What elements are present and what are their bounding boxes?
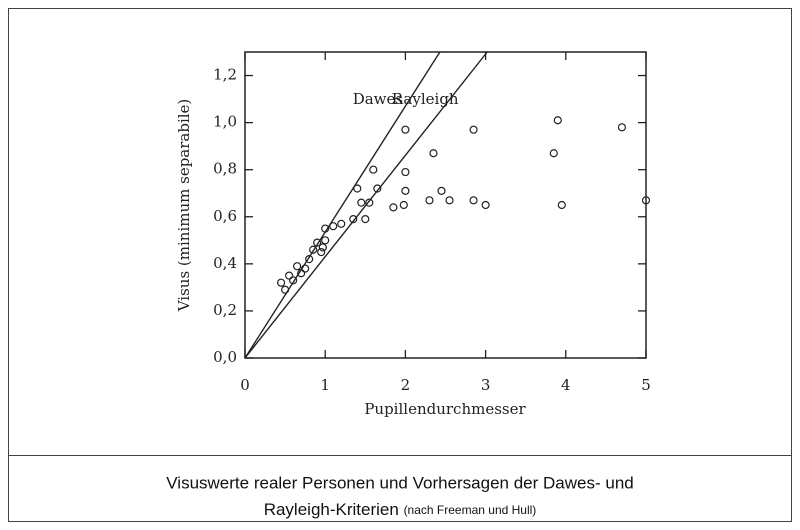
data-point	[357, 198, 366, 207]
data-point	[369, 165, 378, 174]
x-axis-label: Pupillendurchmesser	[364, 400, 526, 418]
data-point	[553, 116, 562, 125]
data-point	[349, 215, 358, 224]
data-point	[365, 198, 374, 207]
data-point	[557, 200, 566, 210]
data-point	[481, 200, 490, 210]
y-tick-label: 0,8	[213, 160, 237, 178]
data-point	[285, 271, 294, 280]
x-tick-label: 0	[240, 376, 250, 394]
data-point	[309, 245, 318, 254]
data-point	[317, 247, 326, 257]
data-point	[361, 215, 370, 224]
data-point	[401, 186, 410, 195]
data-point	[318, 243, 327, 252]
line-label: Dawes	[353, 90, 403, 108]
y-axis-label: Visus (minimum separabile)	[175, 99, 193, 313]
data-point	[425, 196, 434, 205]
x-tick-label: 2	[401, 376, 411, 394]
criterion-line	[244, 51, 488, 359]
y-tick-label: 0,0	[213, 348, 237, 366]
data-point	[401, 167, 410, 177]
caption-line: Visuswerte realer Personen und Vorhersag…	[166, 473, 633, 492]
data-point	[641, 196, 651, 205]
line-label: Rayleigh	[392, 90, 459, 108]
data-point	[617, 123, 627, 132]
data-point	[469, 196, 478, 205]
data-point	[313, 238, 322, 247]
data-point	[321, 236, 330, 245]
caption-line: Rayleigh-Kriterien (nach Freeman und Hul…	[264, 500, 537, 519]
data-point	[399, 200, 408, 210]
caption-text: Rayleigh-Kriterien	[264, 500, 399, 519]
data-point	[305, 255, 314, 264]
data-point	[373, 184, 382, 193]
x-tick-label: 5	[641, 376, 651, 394]
data-point	[353, 184, 362, 193]
data-point	[337, 219, 346, 228]
data-point	[289, 276, 298, 285]
y-tick-label: 0,2	[213, 301, 237, 319]
plot-frame	[244, 51, 647, 359]
data-point	[445, 196, 454, 205]
x-tick-label: 3	[481, 376, 491, 394]
data-point	[293, 262, 302, 271]
data-point	[437, 186, 446, 195]
data-point	[429, 149, 438, 158]
x-tick-label: 1	[320, 376, 330, 394]
data-point	[469, 125, 478, 134]
y-tick-label: 0,6	[213, 207, 237, 225]
y-tick-label: 0,4	[213, 254, 237, 272]
caption-source: (nach Freeman und Hull)	[404, 503, 537, 517]
data-point	[401, 125, 410, 134]
data-point	[389, 203, 398, 212]
x-tick-label: 4	[561, 376, 571, 394]
data-point	[276, 278, 286, 287]
frame	[8, 8, 792, 522]
data-point	[549, 149, 558, 158]
y-tick-label: 1,0	[213, 113, 237, 131]
criterion-line	[244, 51, 441, 359]
y-tick-label: 1,2	[213, 66, 237, 84]
